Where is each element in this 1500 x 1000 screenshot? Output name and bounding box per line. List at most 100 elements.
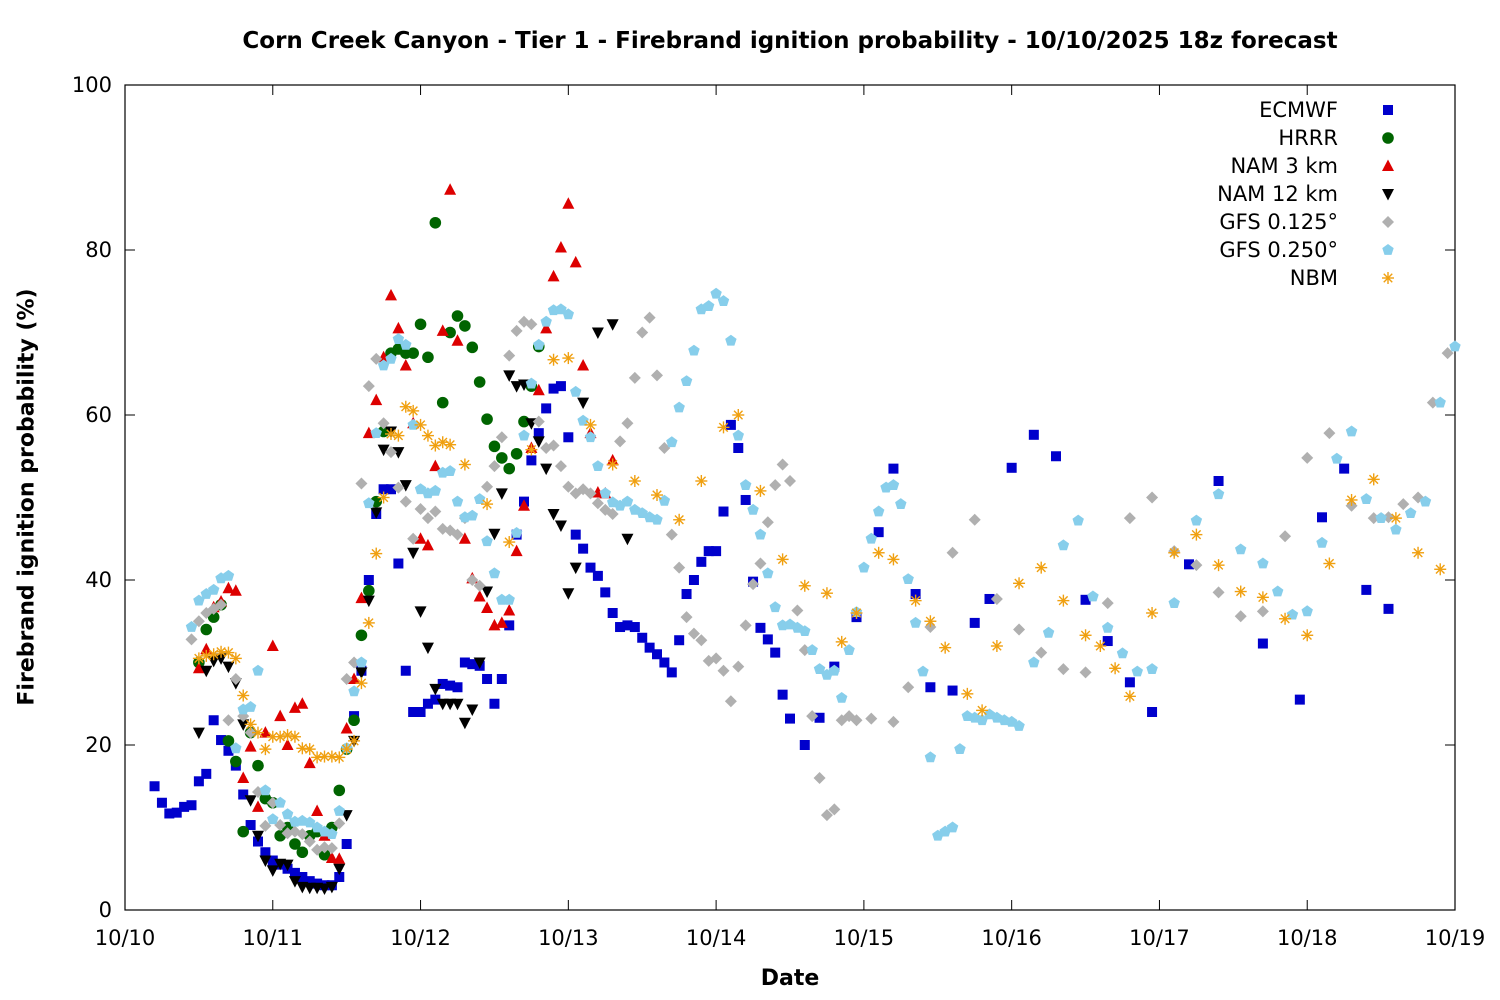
data-point: [984, 593, 995, 604]
data-point: [1035, 646, 1048, 659]
y-tick-label: 80: [85, 238, 112, 262]
data-point: [421, 429, 434, 442]
data-point: [644, 642, 655, 653]
data-point: [622, 620, 633, 631]
data-point: [451, 528, 464, 541]
data-point: [392, 333, 405, 344]
data-point: [577, 414, 589, 426]
y-tick-label: 60: [85, 403, 112, 427]
data-point: [481, 413, 493, 425]
data-point: [651, 369, 663, 382]
data-point: [481, 586, 494, 599]
data-point: [1190, 528, 1203, 541]
data-point: [637, 632, 648, 643]
data-point: [696, 556, 707, 567]
data-point: [200, 623, 213, 636]
data-point: [259, 743, 272, 756]
data-point: [1301, 629, 1314, 642]
data-point: [503, 604, 516, 616]
data-point: [1235, 543, 1247, 555]
legend-label: NAM 12 km: [1217, 182, 1338, 206]
data-point: [725, 334, 737, 346]
data-point: [385, 352, 397, 364]
data-point: [562, 352, 575, 365]
data-point: [776, 458, 789, 471]
data-point: [584, 418, 597, 431]
data-point: [407, 547, 420, 560]
data-point: [223, 745, 234, 756]
data-point: [363, 584, 375, 597]
data-point: [171, 807, 182, 818]
data-point: [385, 446, 397, 459]
data-point: [525, 377, 538, 389]
data-point: [1123, 690, 1136, 703]
data-point: [710, 652, 723, 665]
data-point: [1213, 476, 1224, 486]
data-point: [717, 664, 730, 677]
data-point: [193, 776, 204, 787]
y-tick-label: 0: [99, 898, 112, 922]
data-point: [303, 756, 316, 769]
data-point: [1042, 626, 1055, 638]
data-point: [340, 673, 353, 685]
plot-frame: [124, 84, 1456, 911]
data-point: [421, 512, 434, 525]
data-point: [1146, 607, 1159, 619]
data-point: [289, 838, 301, 850]
data-point: [326, 828, 338, 839]
data-point: [769, 479, 782, 492]
data-point: [149, 781, 160, 792]
data-point: [237, 771, 250, 783]
data-point: [621, 533, 634, 546]
data-point: [355, 677, 368, 690]
data-point: [1317, 512, 1327, 523]
legend-marker: [1382, 159, 1394, 171]
data-point: [340, 743, 353, 756]
data-point: [370, 352, 383, 365]
data-point: [1301, 451, 1314, 464]
data-point: [814, 712, 825, 723]
data-point: [718, 506, 729, 517]
data-point: [990, 640, 1003, 652]
data-point: [540, 321, 553, 334]
x-tick-label: 10/12: [390, 926, 451, 950]
legend-label: GFS 0.250°: [1219, 238, 1338, 262]
data-point: [333, 805, 345, 816]
data-point: [222, 569, 235, 581]
data-point: [1323, 427, 1336, 440]
data-point: [762, 567, 774, 579]
data-point: [946, 821, 959, 833]
data-point: [615, 622, 626, 633]
data-point: [784, 475, 796, 487]
data-point: [1294, 694, 1305, 705]
data-point: [1101, 597, 1114, 610]
data-point: [252, 800, 264, 812]
data-point: [732, 660, 745, 673]
data-point: [244, 795, 257, 807]
data-point: [473, 590, 486, 602]
data-point: [481, 480, 494, 493]
data-point: [1079, 666, 1092, 679]
data-point: [687, 627, 700, 640]
data-point: [1131, 665, 1143, 677]
data-point: [526, 455, 537, 466]
legend-label: ECMWF: [1259, 98, 1338, 122]
data-point: [776, 553, 789, 566]
data-point: [1301, 605, 1313, 617]
data-point: [363, 575, 374, 585]
data-point: [325, 881, 338, 894]
data-point: [1383, 603, 1394, 614]
data-point: [348, 656, 361, 669]
data-point: [976, 704, 989, 717]
data-point: [385, 288, 397, 301]
data-point: [673, 401, 685, 413]
data-point: [296, 846, 309, 859]
data-point: [355, 591, 368, 604]
chart-title: Corn Creek Canyon - Tier 1 - Firebrand i…: [242, 28, 1338, 54]
series-5: [185, 287, 1461, 841]
data-point: [430, 694, 441, 705]
data-point: [754, 484, 767, 497]
data-point: [533, 338, 545, 350]
data-point: [496, 674, 507, 684]
data-point: [392, 429, 405, 442]
